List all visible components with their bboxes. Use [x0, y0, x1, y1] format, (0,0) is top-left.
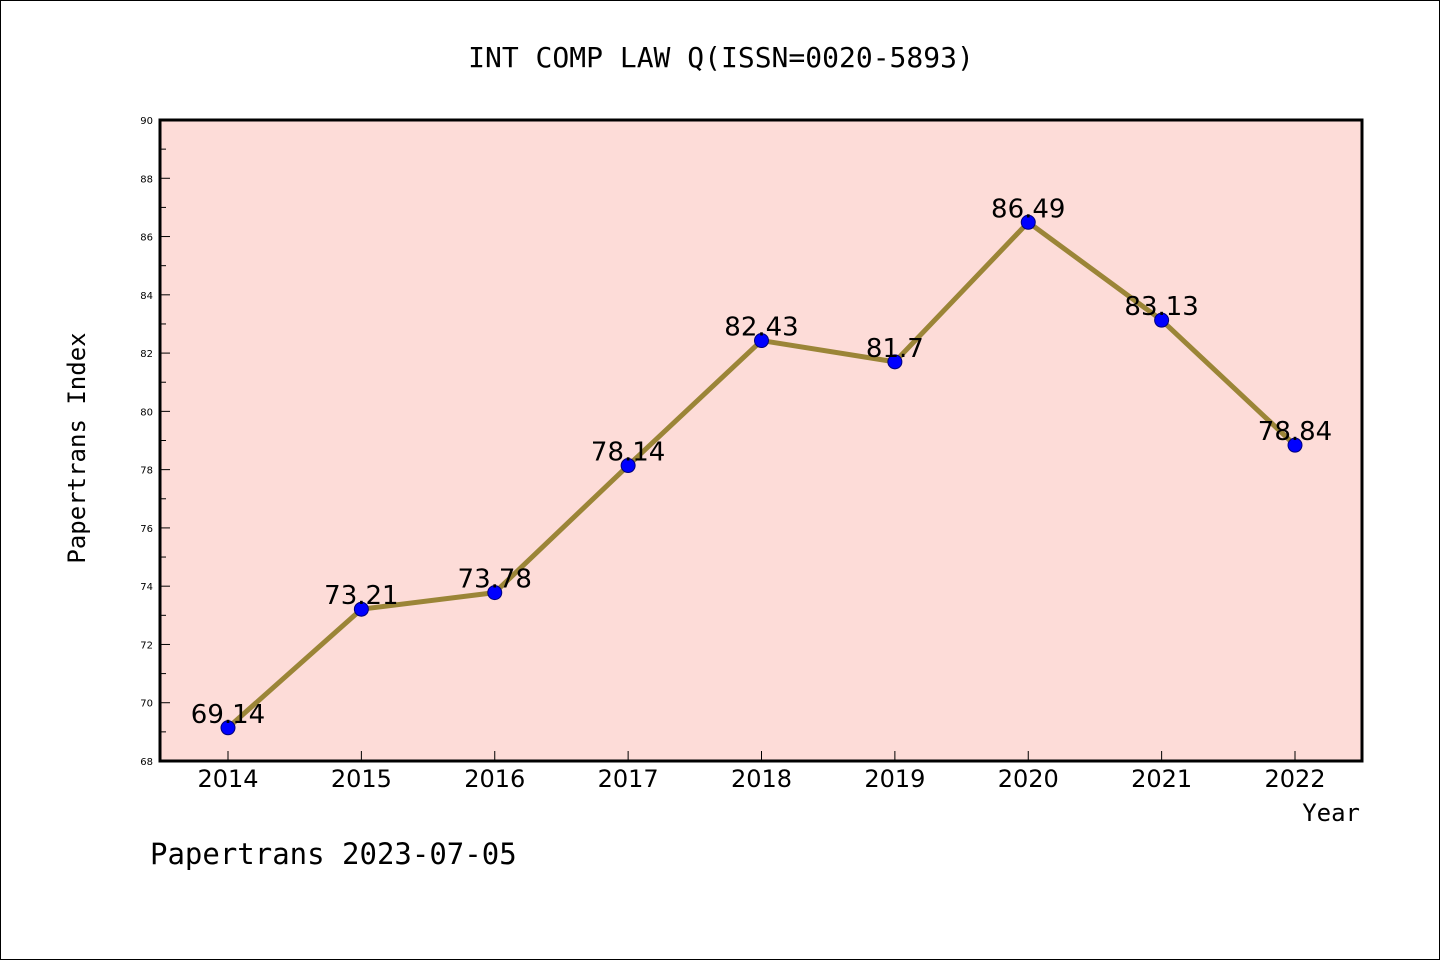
data-label: 73.78	[458, 565, 532, 595]
y-tick-label: 86	[140, 233, 153, 244]
data-point	[887, 354, 903, 370]
data-label: 82.43	[724, 313, 798, 343]
data-label: 81.7	[866, 334, 924, 364]
x-tick-label: 2019	[864, 765, 925, 793]
data-point	[1154, 312, 1170, 328]
data-point	[620, 458, 636, 474]
plot-area	[160, 120, 1362, 761]
data-point	[353, 601, 369, 617]
data-point	[754, 333, 769, 349]
y-axis: 68 70 72 74 76 78 80 82 84 86 88 90	[140, 116, 170, 768]
y-tick-label: 78	[140, 466, 153, 477]
y-tick-label: 88	[140, 174, 153, 185]
y-tick-label: 84	[140, 291, 153, 302]
y-tick-label: 80	[140, 407, 153, 418]
footer-date: Papertrans 2023-07-05	[150, 837, 517, 871]
x-tick-label: 2022	[1264, 765, 1325, 793]
x-tick-label: 2020	[998, 765, 1059, 793]
data-point	[1020, 214, 1036, 230]
y-tick-label: 68	[140, 757, 153, 768]
data-label: 83.13	[1124, 292, 1198, 322]
data-label: 78.14	[591, 438, 665, 468]
x-tick-label: 2021	[1131, 765, 1192, 793]
y-tick-label: 72	[140, 640, 153, 651]
data-label: 86.49	[991, 194, 1065, 224]
data-point	[487, 585, 503, 601]
x-axis: 2014 2015 2016 2017 2018 2019 2020 2021 2022	[197, 751, 1326, 793]
y-axis-title: Papertrans Index	[63, 332, 91, 563]
y-tick-label: 70	[140, 699, 153, 710]
y-tick-label: 90	[140, 116, 153, 127]
chart-title: INT COMP LAW Q(ISSN=0020-5893)	[468, 41, 974, 74]
x-tick-label: 2014	[197, 765, 258, 793]
y-tick-label: 76	[140, 524, 153, 535]
data-label: 69.14	[191, 700, 265, 730]
x-tick-label: 2015	[331, 765, 392, 793]
plot-border	[158, 118, 1364, 763]
x-tick-label: 2017	[598, 765, 659, 793]
y-tick-label: 82	[140, 349, 153, 360]
x-tick-label: 2018	[731, 765, 792, 793]
data-point	[1287, 437, 1303, 453]
data-label: 73.21	[324, 581, 398, 611]
x-axis-title: Year	[1302, 799, 1360, 827]
data-label: 78.84	[1258, 417, 1332, 447]
data-point	[220, 720, 236, 736]
series-layer: 69.14 73.21 73.78 78.14 82.43 81.7 86.49 83.13 7…	[191, 194, 1332, 736]
y-tick-label: 74	[140, 582, 153, 593]
x-tick-label: 2016	[464, 765, 525, 793]
